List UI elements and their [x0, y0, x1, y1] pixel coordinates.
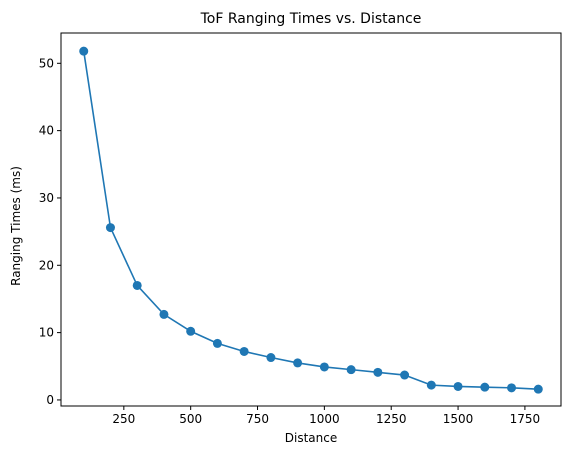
- data-point: [480, 382, 490, 392]
- data-point: [453, 381, 463, 391]
- data-point: [79, 46, 89, 56]
- x-tick-label: 1250: [376, 412, 407, 426]
- chart-title: ToF Ranging Times vs. Distance: [200, 11, 422, 27]
- plot-area: 250 500 750 1000 1250 1500 1750 0 10 20 30 40 50: [39, 32, 562, 426]
- data-point: [132, 280, 142, 290]
- data-point: [212, 338, 222, 348]
- axes-frame: [60, 32, 562, 407]
- data-point: [105, 223, 115, 233]
- x-tick-label: 1750: [510, 412, 541, 426]
- x-tick-label: 750: [246, 412, 269, 426]
- x-axis-label: Distance: [285, 431, 337, 445]
- y-tick-label: 30: [39, 191, 54, 205]
- data-point: [426, 380, 436, 390]
- data-point: [507, 383, 517, 393]
- data-point: [186, 326, 196, 336]
- data-point: [319, 362, 329, 372]
- x-tick-label: 1500: [443, 412, 474, 426]
- y-tick-label: 20: [39, 258, 54, 272]
- data-point: [346, 365, 356, 375]
- data-point: [239, 346, 249, 356]
- data-point: [533, 384, 543, 394]
- x-tick-label: 250: [112, 412, 135, 426]
- data-point: [159, 309, 169, 319]
- y-tick-label: 40: [39, 124, 54, 138]
- data-point: [293, 358, 303, 368]
- data-point: [266, 353, 276, 363]
- data-point: [373, 367, 383, 377]
- y-axis-label: Ranging Times (ms): [9, 166, 23, 286]
- y-tick-label: 10: [39, 326, 54, 340]
- y-tick-label: 50: [39, 56, 54, 70]
- y-tick-label: 0: [46, 393, 54, 407]
- x-tick-label: 1000: [309, 412, 340, 426]
- data-point: [400, 370, 410, 380]
- x-tick-label: 500: [179, 412, 202, 426]
